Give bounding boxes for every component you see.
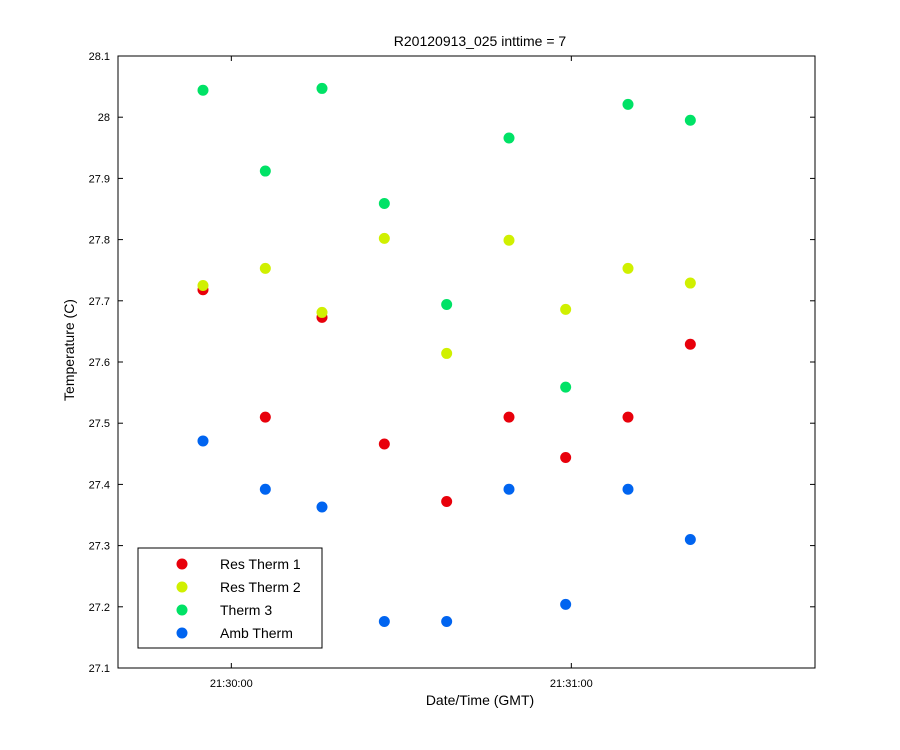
y-tick-label: 27.3 — [89, 541, 110, 553]
point-therm-3 — [622, 98, 634, 110]
point-amb-therm — [622, 483, 634, 495]
point-res-therm-1 — [378, 438, 390, 450]
point-amb-therm — [259, 483, 271, 495]
point-res-therm-1 — [441, 496, 453, 508]
data-points — [197, 82, 696, 627]
legend-marker-res-therm-2 — [176, 581, 188, 593]
x-axis-label: Date/Time (GMT) — [426, 692, 534, 708]
point-amb-therm — [197, 435, 209, 447]
point-amb-therm — [560, 598, 572, 610]
x-tick-label: 21:31:00 — [550, 678, 593, 690]
point-therm-3 — [441, 298, 453, 310]
point-amb-therm — [316, 501, 328, 513]
y-axis-label: Temperature (C) — [61, 299, 77, 401]
point-res-therm-2 — [316, 306, 328, 318]
point-res-therm-2 — [622, 262, 634, 274]
legend-label-amb-therm: Amb Therm — [220, 625, 293, 641]
y-tick-label: 27.7 — [89, 296, 110, 308]
point-therm-3 — [259, 165, 271, 177]
point-therm-3 — [197, 84, 209, 96]
legend-marker-amb-therm — [176, 627, 188, 639]
point-res-therm-2 — [197, 280, 209, 291]
point-therm-3 — [378, 197, 390, 209]
point-therm-3 — [316, 82, 328, 94]
legend-marker-therm-3 — [176, 604, 188, 616]
point-amb-therm — [503, 483, 515, 495]
y-tick-label: 27.9 — [89, 173, 110, 185]
y-tick-label: 28 — [98, 112, 110, 124]
legend: Res Therm 1 Res Therm 2 Therm 3 Amb Therm — [137, 547, 323, 649]
point-res-therm-1 — [503, 411, 515, 423]
legend-marker-res-therm-1 — [176, 558, 188, 570]
point-res-therm-2 — [441, 347, 453, 359]
point-therm-3 — [684, 114, 696, 126]
point-res-therm-1 — [560, 451, 572, 463]
axis-ticks: 27.1 27.2 27.3 27.4 27.5 27.6 27.7 27.8 27.9 28 28… — [89, 51, 815, 690]
legend-box — [137, 547, 323, 649]
y-tick-label: 27.1 — [89, 663, 110, 675]
point-res-therm-1 — [684, 338, 696, 350]
point-amb-therm — [684, 533, 696, 545]
point-res-therm-2 — [560, 303, 572, 315]
point-res-therm-2 — [684, 277, 696, 289]
point-res-therm-1 — [259, 411, 271, 423]
y-tick-label: 28.1 — [89, 51, 110, 63]
point-res-therm-1 — [622, 411, 634, 423]
x-tick-label: 21:30:00 — [210, 678, 253, 690]
point-res-therm-2 — [378, 232, 390, 244]
point-res-therm-2 — [259, 262, 271, 274]
y-tick-label: 27.6 — [89, 357, 110, 369]
legend-label-res-therm-1: Res Therm 1 — [220, 556, 301, 572]
point-res-therm-2 — [503, 234, 515, 246]
y-tick-label: 27.2 — [89, 602, 110, 614]
y-tick-label: 27.4 — [89, 479, 110, 491]
point-therm-3 — [560, 381, 572, 393]
point-amb-therm — [441, 615, 453, 627]
legend-label-therm-3: Therm 3 — [220, 602, 272, 618]
chart-title: R20120913_025 inttime = 7 — [394, 33, 567, 49]
point-amb-therm — [378, 615, 390, 627]
y-tick-label: 27.8 — [89, 235, 110, 247]
point-therm-3 — [503, 132, 515, 144]
legend-label-res-therm-2: Res Therm 2 — [220, 579, 301, 595]
y-tick-label: 27.5 — [89, 418, 110, 430]
